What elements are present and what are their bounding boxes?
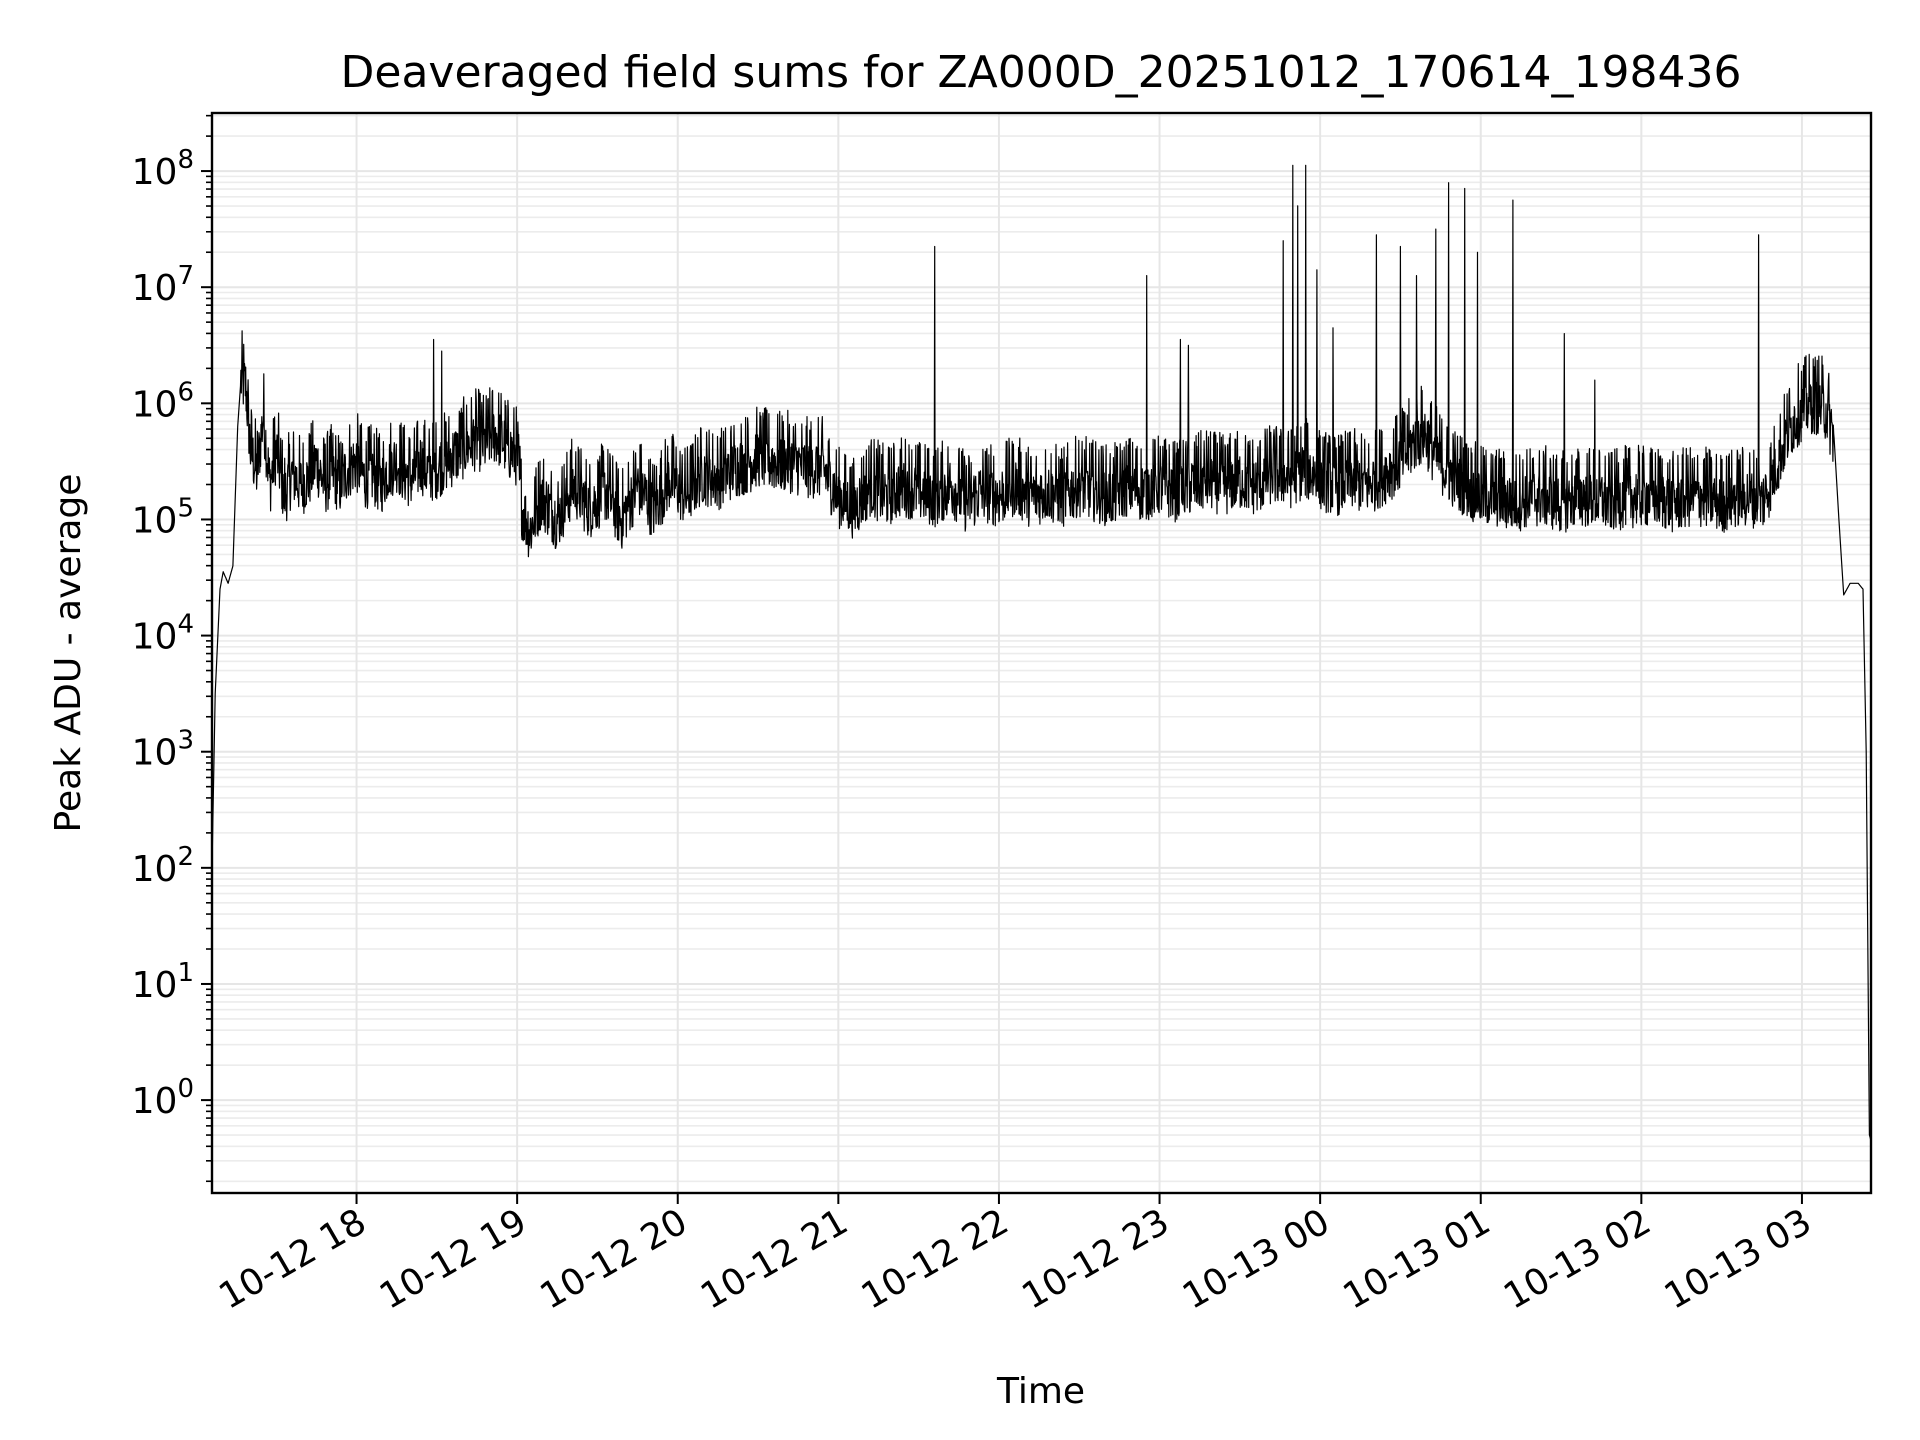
x-tick-label: 10-12 22 bbox=[855, 1201, 1016, 1317]
y-tick-label: 102 bbox=[132, 842, 194, 890]
x-tick-label: 10-12 23 bbox=[1015, 1201, 1176, 1317]
y-tick-label: 108 bbox=[132, 145, 194, 193]
x-axis-label: Time bbox=[996, 1371, 1085, 1412]
data-series-group bbox=[211, 164, 1872, 1141]
grid-lines bbox=[212, 113, 1871, 1193]
x-tick-label: 10-13 03 bbox=[1658, 1201, 1819, 1317]
y-tick-label: 101 bbox=[132, 958, 194, 1006]
y-tick-label: 103 bbox=[132, 726, 194, 774]
y-tick-label: 106 bbox=[132, 377, 194, 425]
x-tick-label: 10-12 19 bbox=[373, 1201, 534, 1317]
chart-title: Deaveraged field sums for ZA000D_2025101… bbox=[341, 47, 1742, 98]
y-tick-label: 107 bbox=[132, 261, 194, 309]
y-tick-label: 104 bbox=[132, 610, 194, 658]
x-tick-label: 10-13 01 bbox=[1337, 1201, 1498, 1317]
x-tick-label: 10-13 00 bbox=[1176, 1201, 1337, 1317]
x-tick-label: 10-12 20 bbox=[534, 1201, 695, 1317]
x-axis-ticks: 10-12 18 10-12 19 10-12 20 10-12 21 10-12 22… bbox=[212, 1193, 1818, 1318]
y-tick-label: 100 bbox=[132, 1074, 194, 1122]
x-tick-label: 10-12 21 bbox=[694, 1201, 855, 1317]
x-tick-label: 10-12 18 bbox=[212, 1201, 373, 1317]
y-axis-ticks: 100 101 102 103 104 105 106 107 108 bbox=[132, 114, 212, 1183]
y-tick-label: 105 bbox=[132, 493, 194, 541]
y-axis-label: Peak ADU - average bbox=[48, 474, 89, 833]
series-line bbox=[211, 164, 1872, 1141]
x-tick-label: 10-13 02 bbox=[1497, 1201, 1658, 1317]
